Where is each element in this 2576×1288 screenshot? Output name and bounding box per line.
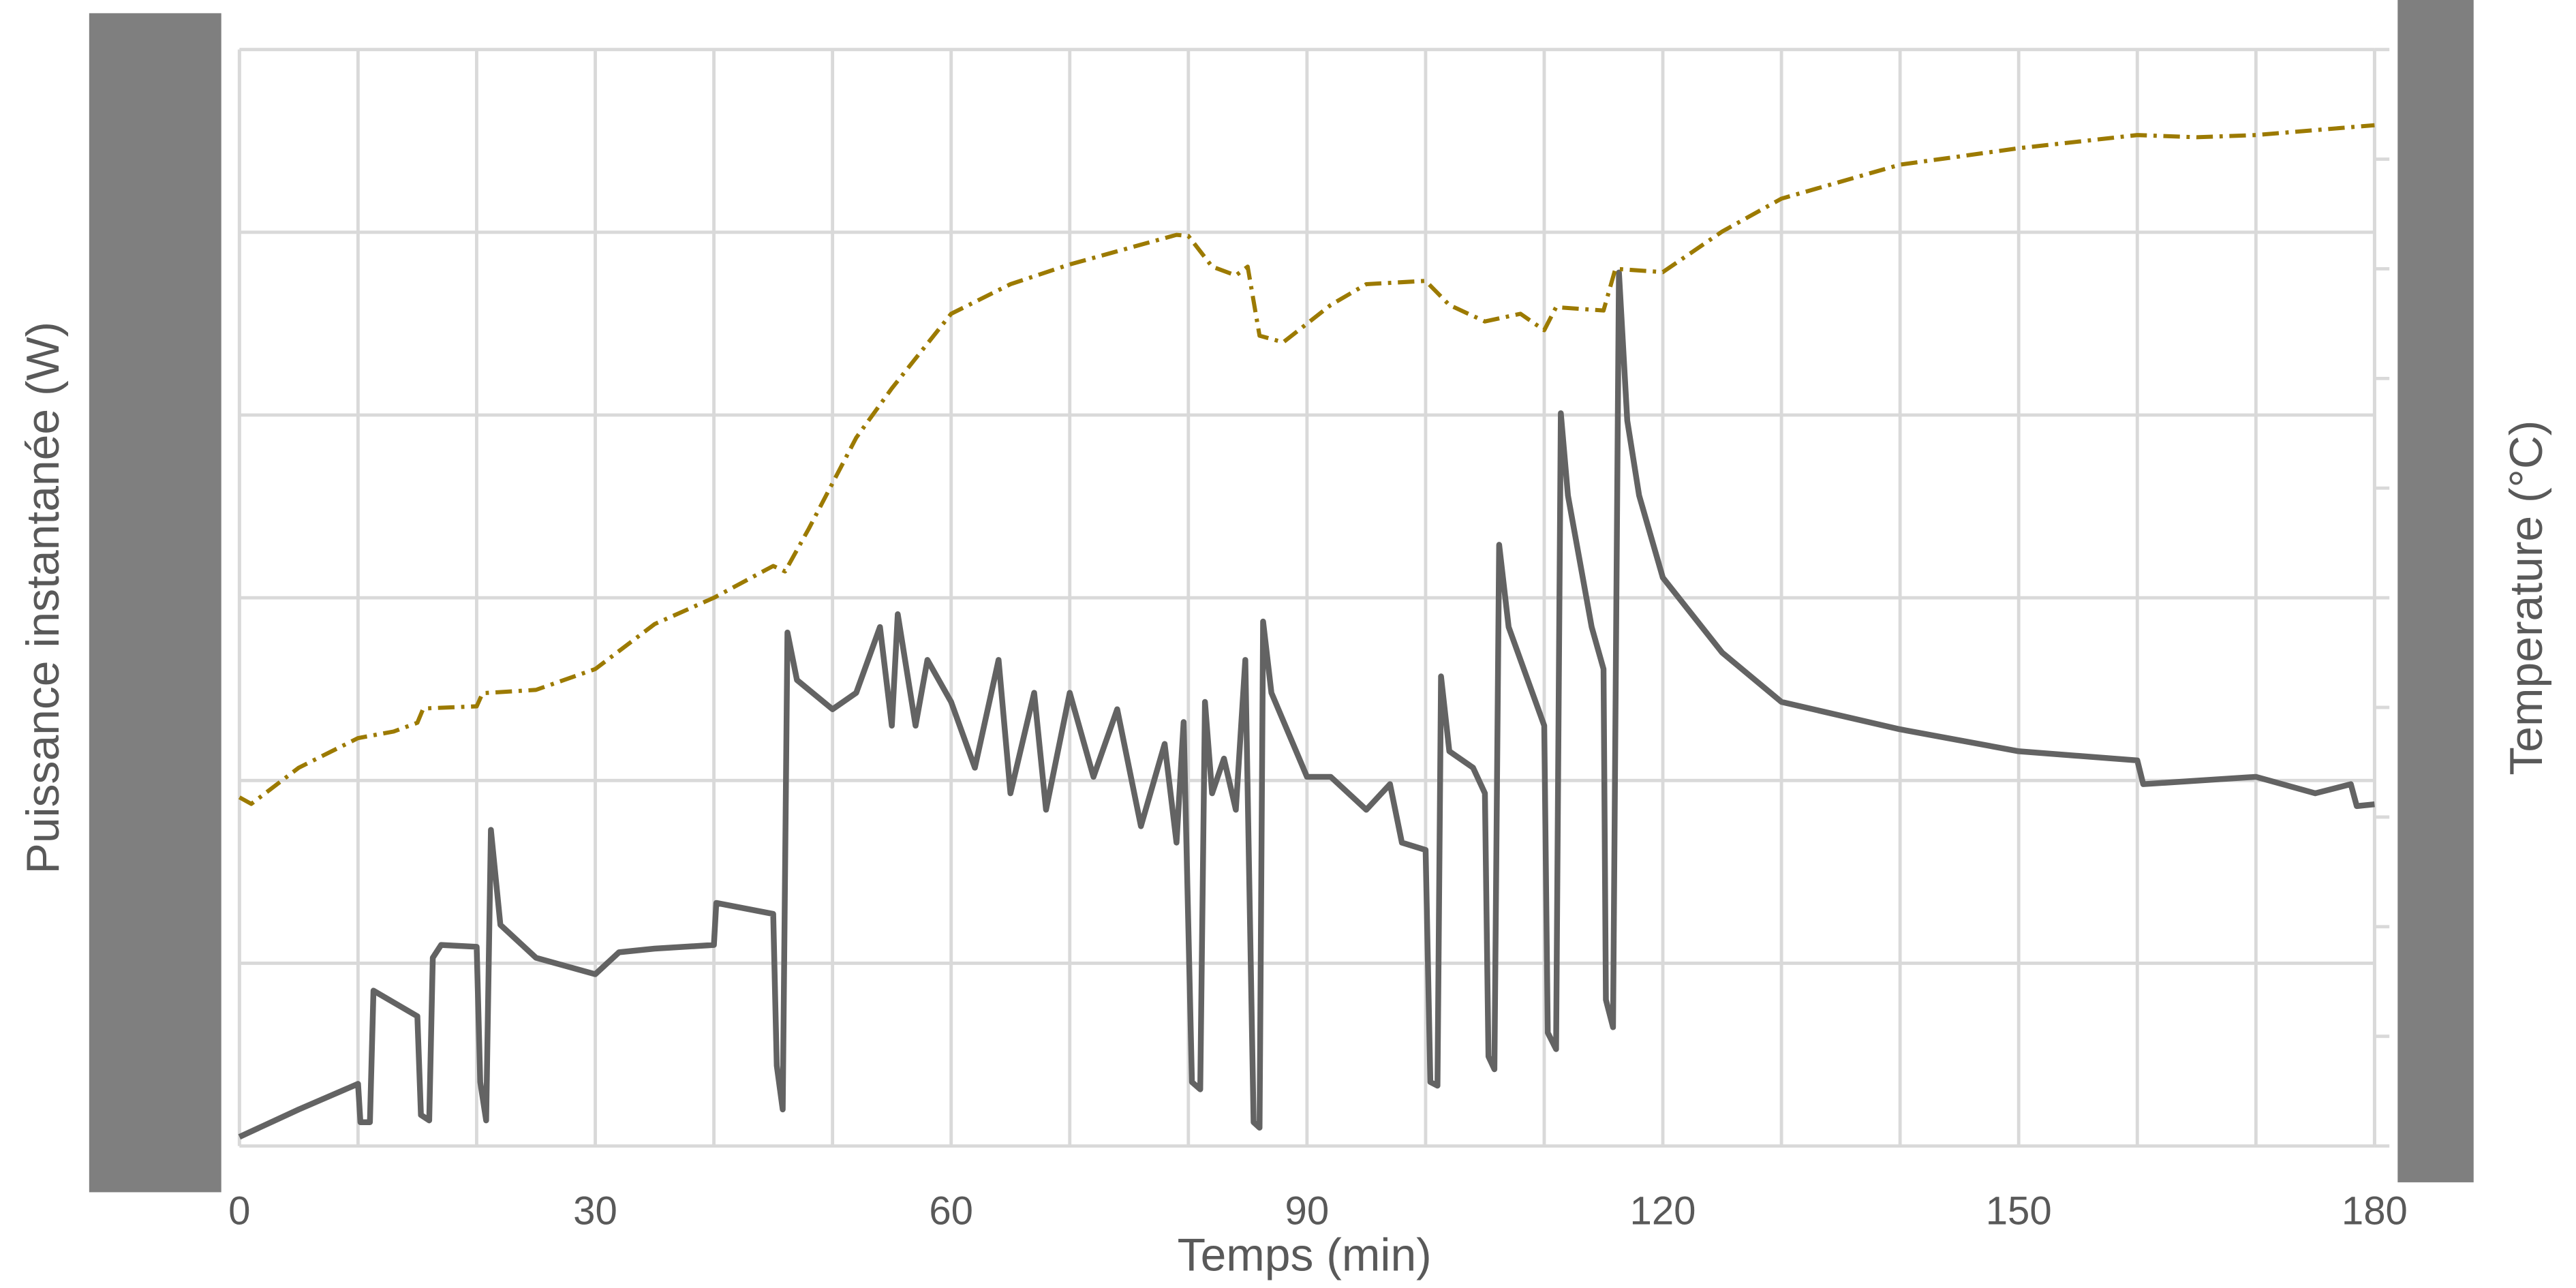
x-axis-title: Temps (min) [1178, 1229, 1432, 1281]
x-tick-label: 150 [1986, 1189, 2052, 1233]
x-tick-label: 120 [1630, 1189, 1696, 1233]
left-axis-cover [89, 13, 221, 1193]
temperature-line [238, 123, 2375, 806]
y-axis-title: Puissance instantanée (W) [18, 322, 69, 874]
plot [238, 123, 2375, 1140]
x-tick-label: 180 [2342, 1189, 2408, 1233]
x-tick-label: 60 [929, 1189, 973, 1233]
x-tick-label: 90 [1285, 1189, 1330, 1233]
power-line [238, 269, 2375, 1140]
y2-axis-title: Temperature (°C) [2501, 420, 2552, 776]
grid: 0 30 60 90 120 150 180 [228, 48, 2408, 1233]
x-tick-label: 0 [228, 1189, 250, 1233]
right-axis-cover [2397, 0, 2474, 1182]
x-tick-label: 30 [573, 1189, 617, 1233]
